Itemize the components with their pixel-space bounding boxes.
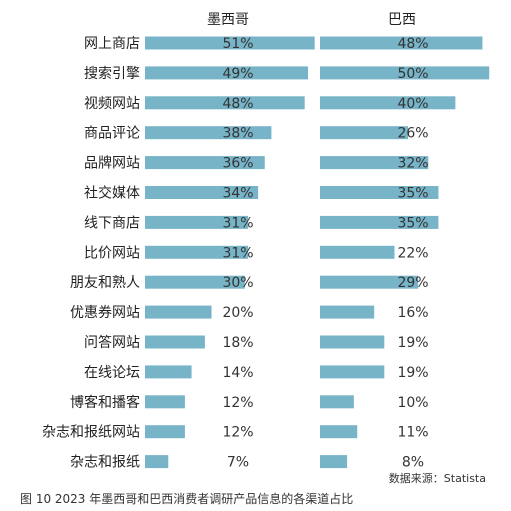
category-label: 比价网站 — [84, 245, 140, 261]
bar-brazil — [320, 425, 358, 439]
value-label-mexico: 36% — [222, 156, 253, 172]
value-label-mexico: 51% — [222, 36, 253, 52]
value-label-brazil: 19% — [397, 365, 428, 381]
value-label-brazil: 48% — [397, 36, 428, 52]
value-label-brazil: 26% — [397, 126, 428, 142]
bar-mexico — [145, 36, 315, 50]
category-label: 问答网站 — [84, 334, 140, 351]
category-label: 博客和播客 — [70, 394, 140, 411]
value-label-mexico: 12% — [222, 425, 253, 441]
value-label-brazil: 22% — [397, 245, 428, 261]
bar-mexico — [145, 365, 192, 379]
category-label: 朋友和熟人 — [70, 275, 140, 291]
category-label: 社交媒体 — [84, 185, 140, 202]
category-label: 在线论坛 — [84, 365, 140, 381]
data-source: 数据来源：Statista — [389, 471, 486, 485]
bar-brazil — [320, 96, 456, 110]
value-label-brazil: 10% — [397, 395, 428, 411]
bar-mexico — [145, 186, 259, 199]
value-label-mexico: 48% — [222, 96, 253, 112]
bar-brazil — [320, 335, 385, 349]
value-label-brazil: 11% — [397, 425, 428, 441]
category-label: 杂志和报纸 — [70, 455, 140, 471]
bar-mexico — [145, 455, 169, 469]
value-label-brazil: 32% — [397, 156, 428, 172]
bar-brazil — [320, 305, 375, 319]
value-label-brazil: 35% — [397, 215, 428, 231]
category-label: 杂志和报纸网站 — [42, 425, 140, 441]
value-label-mexico: 34% — [222, 186, 253, 202]
figure-caption: 图 10 2023 年墨西哥和巴西消费者调研产品信息的各渠道占比 — [20, 491, 353, 506]
category-label: 网上商店 — [84, 36, 140, 52]
bar-brazil — [320, 455, 348, 469]
value-label-mexico: 7% — [227, 455, 249, 471]
bar-mexico — [145, 425, 185, 439]
bar-mexico — [145, 395, 185, 409]
category-label: 品牌网站 — [84, 155, 140, 172]
bar-mexico — [145, 215, 249, 229]
value-label-mexico: 12% — [222, 395, 253, 411]
series-title-brazil: 巴西 — [388, 12, 416, 28]
value-label-mexico: 38% — [222, 126, 253, 142]
bar-mexico — [145, 335, 205, 349]
bar-brazil — [320, 156, 429, 170]
category-label: 商品评论 — [84, 126, 140, 142]
bar-brazil — [320, 245, 395, 259]
bar-brazil — [320, 395, 354, 409]
bar-mexico — [145, 126, 272, 140]
bar-mexico — [145, 245, 249, 259]
value-label-mexico: 20% — [222, 305, 253, 321]
category-label: 搜索引擎 — [84, 65, 140, 82]
value-label-mexico: 31% — [222, 215, 253, 231]
value-label-mexico: 31% — [222, 245, 253, 261]
bar-brazil — [320, 126, 408, 140]
bar-brazil — [320, 66, 490, 80]
bar-mexico — [145, 275, 245, 289]
bar-brazil — [320, 275, 419, 289]
bar-brazil — [320, 215, 439, 229]
value-label-mexico: 14% — [222, 365, 253, 381]
value-label-brazil: 8% — [402, 455, 424, 471]
value-label-mexico: 30% — [222, 275, 253, 291]
value-label-brazil: 16% — [397, 305, 428, 321]
category-label: 优惠券网站 — [70, 305, 140, 321]
value-label-brazil: 50% — [397, 66, 428, 82]
bar-brazil — [320, 186, 439, 199]
value-label-brazil: 35% — [397, 186, 428, 202]
bar-mexico — [145, 96, 305, 110]
series-title-mexico: 墨西哥 — [207, 12, 249, 28]
value-label-brazil: 40% — [397, 96, 428, 112]
category-label: 线下商店 — [84, 215, 140, 231]
bar-mexico — [145, 156, 265, 170]
value-label-brazil: 19% — [397, 335, 428, 351]
category-label: 视频网站 — [84, 96, 140, 112]
value-label-brazil: 29% — [397, 275, 428, 291]
chart-rows: 网上商店 51% 48% 搜索引擎 49% 50% 视频网站 48% 40% 商品评论 38% 26%… — [42, 36, 490, 471]
bar-mexico — [145, 305, 212, 319]
value-label-mexico: 49% — [222, 66, 253, 82]
bar-mexico — [145, 66, 309, 80]
bar-brazil — [320, 36, 483, 50]
bar-brazil — [320, 365, 385, 379]
value-label-mexico: 18% — [222, 335, 253, 351]
